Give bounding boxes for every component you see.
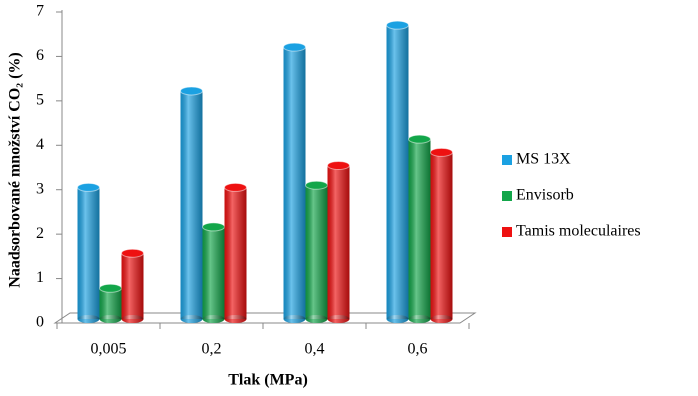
bar-base-shade (305, 315, 328, 323)
x-tick-label: 0,4 (305, 341, 325, 358)
bar-shade (327, 165, 350, 319)
y-tick-label: 3 (36, 180, 44, 197)
x-axis-title: Tlak (MPa) (228, 372, 308, 389)
y-tick-label: 7 (36, 3, 44, 20)
bar-base-shade (202, 315, 225, 323)
bar-shade (180, 90, 203, 319)
bar-shade (430, 152, 453, 319)
y-tick-label: 5 (36, 92, 44, 109)
bar-shade (77, 187, 100, 319)
bar-top (305, 180, 328, 190)
y-tick-label: 4 (36, 136, 44, 153)
bar-top (77, 182, 100, 192)
bar-base-shade (430, 315, 453, 323)
bar-top (180, 86, 203, 96)
bar-shade (224, 187, 247, 319)
legend-label: Envisorb (516, 187, 574, 204)
bar-top (408, 134, 431, 144)
bar-base-shade (224, 315, 247, 323)
bar-shade (99, 288, 122, 319)
bar-top (99, 283, 122, 293)
y-tick-label: 2 (36, 225, 44, 242)
bar-base-shade (283, 315, 306, 323)
bar-base-shade (99, 315, 122, 323)
y-tick-label: 1 (36, 269, 44, 286)
legend-swatch (502, 227, 512, 237)
bar-top (202, 222, 225, 232)
bar-top (283, 42, 306, 52)
y-tick-label: 0 (36, 314, 44, 331)
legend-label: MS 13X (516, 151, 571, 168)
y-tick-label: 6 (36, 47, 44, 64)
bar-base-shade (180, 315, 203, 323)
bar-shade (202, 226, 225, 319)
bar-base-shade (77, 315, 100, 323)
bar-shade (386, 25, 409, 320)
legend-label: Tamis moleculaires (516, 223, 641, 240)
bar-shade (305, 185, 328, 319)
bar-base-shade (408, 315, 431, 323)
bar-top (386, 20, 409, 30)
floor (53, 312, 477, 324)
x-tick-label: 0,2 (202, 341, 222, 358)
y-axis-title: Naadsorbované množství CO₂ (%) (7, 52, 24, 287)
legend-swatch (502, 155, 512, 165)
bar-top (327, 161, 350, 170)
bar-top (121, 248, 144, 258)
bar-base-shade (327, 315, 350, 323)
bar-base-shade (386, 315, 409, 323)
bar-top (430, 147, 453, 157)
legend-swatch (502, 191, 512, 201)
x-tick-label: 0,005 (91, 341, 127, 358)
bar-top (224, 182, 247, 192)
bar-shade (283, 47, 306, 319)
bar-shade (121, 253, 144, 319)
bar-shade (408, 139, 431, 319)
bar-base-shade (121, 315, 144, 323)
x-tick-label: 0,6 (408, 341, 428, 358)
